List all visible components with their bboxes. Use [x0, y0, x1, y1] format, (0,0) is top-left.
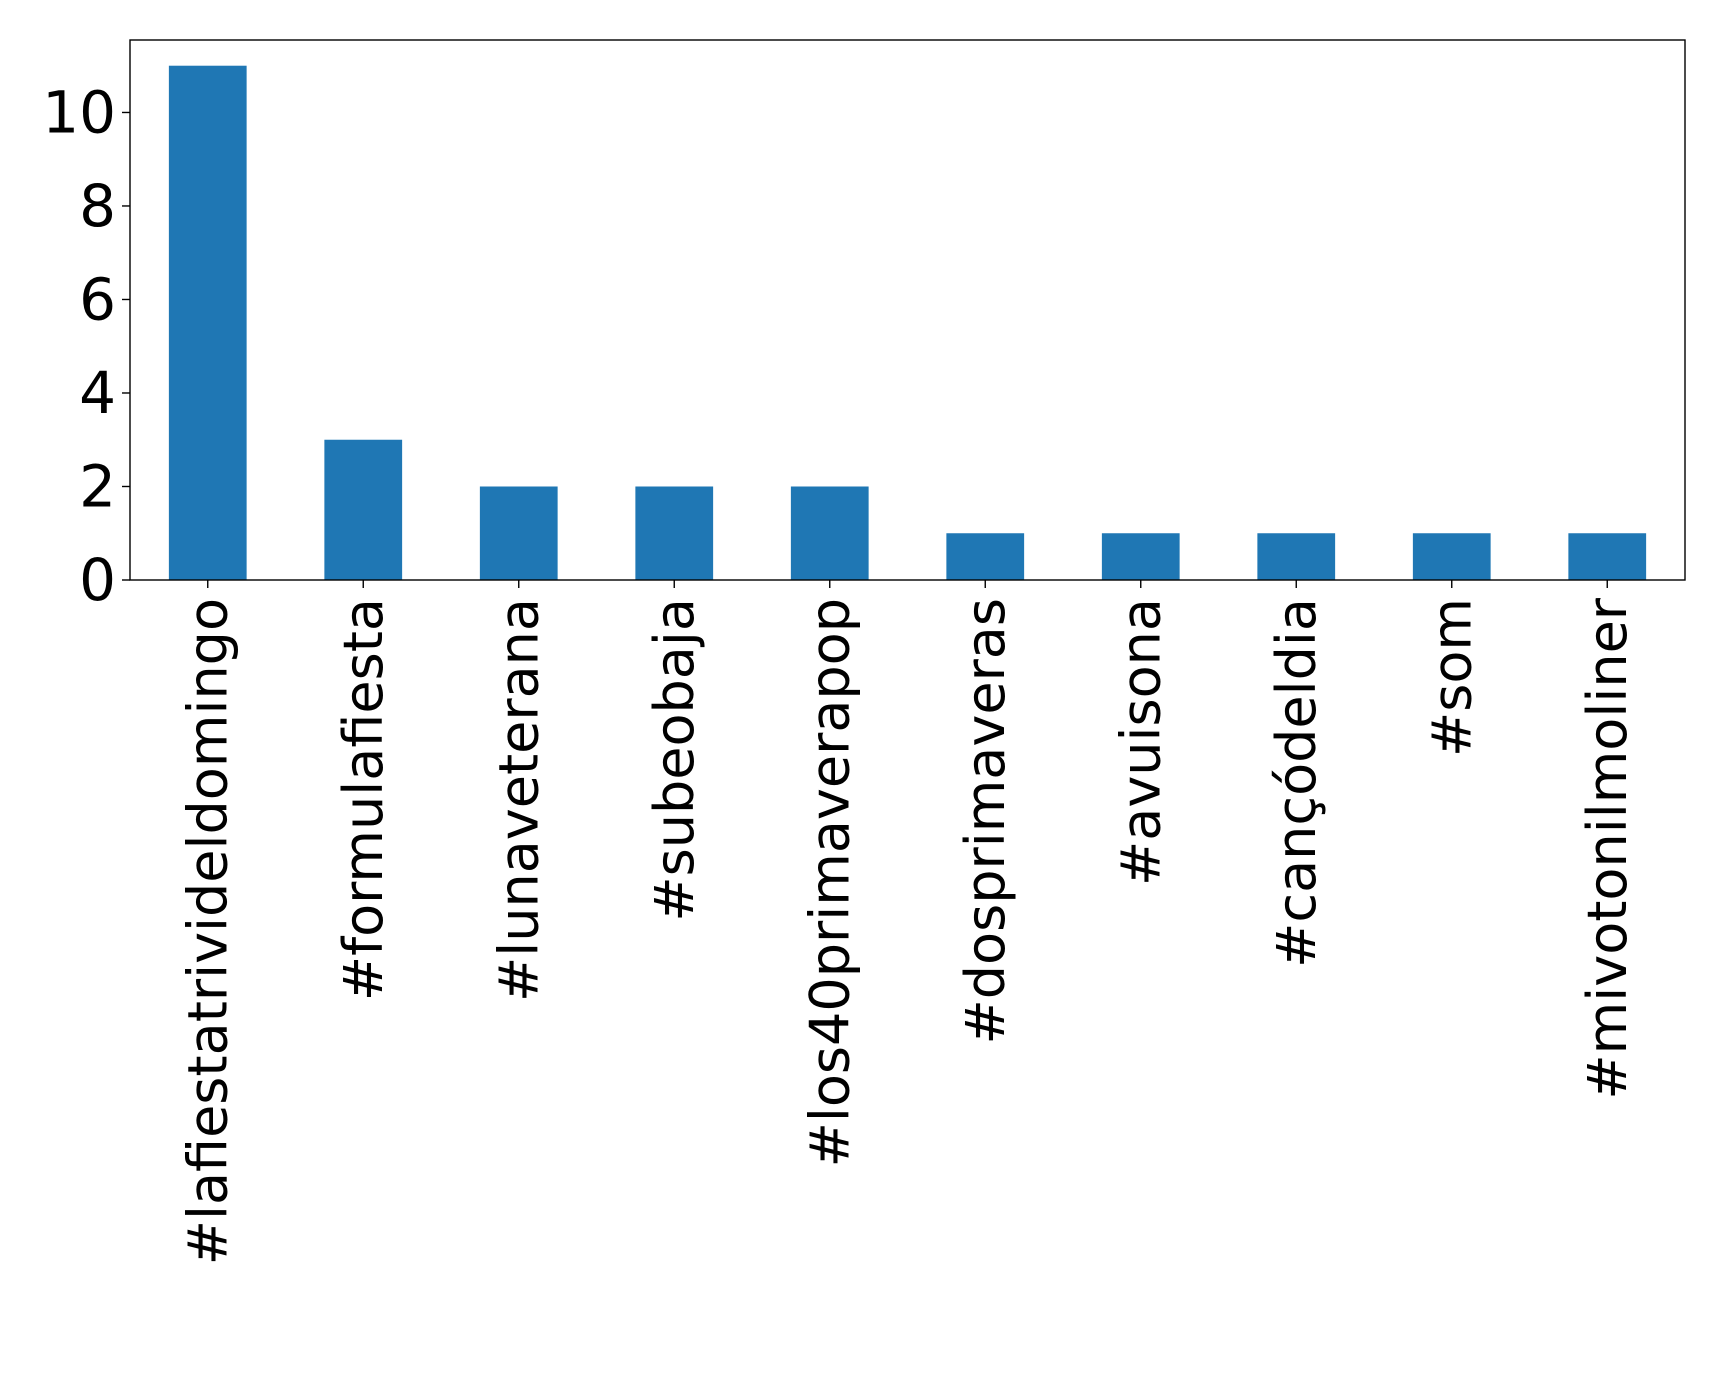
y-tick-label: 8	[79, 172, 116, 240]
y-tick-label: 10	[42, 78, 116, 146]
bars-group	[168, 65, 1647, 580]
y-axis-ticks: 0 2 4 6 8 10	[42, 78, 130, 614]
x-axis-ticks: #lafiestatrivideldomingo #formulafiesta #l…	[176, 580, 1639, 1265]
x-tick-label: #lafiestatrivideldomingo	[176, 598, 239, 1265]
bar-4	[790, 486, 869, 580]
plot-area-frame	[129, 39, 1686, 581]
y-tick-label: 6	[79, 265, 116, 333]
x-tick-label: #dosprimaveras	[954, 598, 1017, 1044]
bar-6	[1101, 533, 1180, 580]
bar-1	[324, 439, 403, 580]
x-tick-label: #cançódeldia	[1265, 598, 1328, 968]
y-tick-label: 0	[79, 546, 116, 614]
bar-5	[946, 533, 1025, 580]
y-tick-label: 2	[79, 452, 116, 520]
x-tick-label: #formulafiesta	[332, 598, 395, 1001]
x-tick-label: #avuisona	[1109, 598, 1172, 886]
x-tick-label: #lunaveterana	[487, 598, 550, 1002]
x-tick-label: #som	[1420, 598, 1483, 757]
bar-2	[479, 486, 558, 580]
x-tick-label: #mivotonilmoliner	[1576, 597, 1639, 1099]
bar-9	[1568, 533, 1647, 580]
bar-0	[168, 65, 247, 580]
bar-8	[1412, 533, 1491, 580]
bar-7	[1257, 533, 1336, 580]
x-tick-label: #subeobaja	[643, 598, 706, 922]
y-tick-label: 4	[79, 359, 116, 427]
x-tick-label: #los40primaverapop	[798, 598, 861, 1167]
bar-3	[635, 486, 714, 580]
